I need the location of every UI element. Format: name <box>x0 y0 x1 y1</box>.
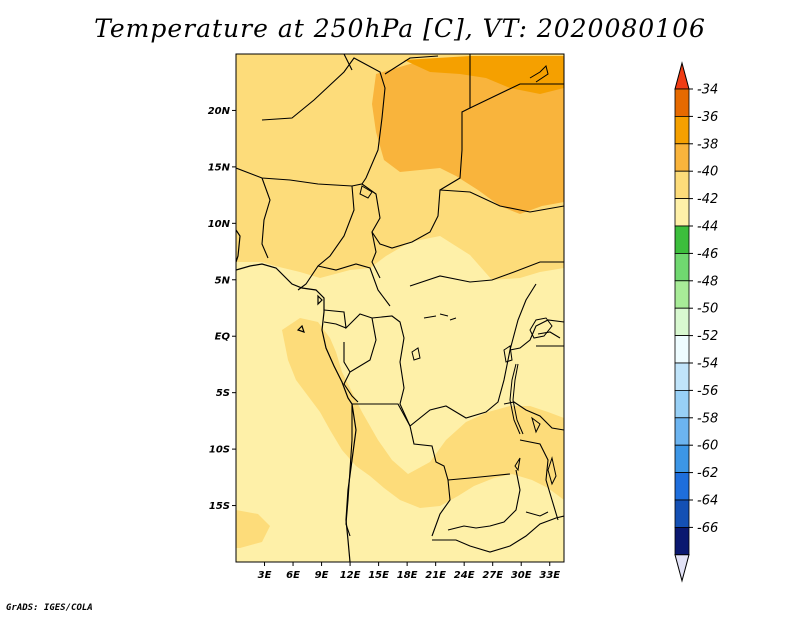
lon-tick-label: 21E <box>425 570 446 581</box>
colorbar-label: -42 <box>697 192 718 207</box>
colorbar-label: -66 <box>697 521 718 536</box>
lat-tick-label: 15N <box>208 162 231 173</box>
colorbar-label: -46 <box>697 247 718 262</box>
latitude-axis: 20N 15N 10N 5N EQ 5S 10S 15S <box>208 106 236 512</box>
colorbar-label: -62 <box>697 466 718 481</box>
colorbar-label: -44 <box>697 220 718 235</box>
colorbar-swatch <box>674 116 690 145</box>
map-panel <box>236 54 564 562</box>
colorbar-label: -64 <box>697 494 718 509</box>
colorbar-swatch <box>674 362 690 391</box>
colorbar-swatch <box>674 88 690 117</box>
lat-tick-label: 5N <box>215 275 231 286</box>
water-bodies <box>359 65 557 517</box>
lon-tick-label: 3E <box>258 570 272 581</box>
colorbar-swatch <box>674 307 690 337</box>
colorbar-label: -40 <box>697 165 718 180</box>
colorbar-swatch <box>674 143 690 172</box>
lat-tick-label: EQ <box>215 332 231 343</box>
colorbar-label: -38 <box>697 137 718 152</box>
shading-level-40 <box>236 510 270 548</box>
colorbar-label: -60 <box>697 439 718 454</box>
lon-tick-label: 15E <box>368 570 389 581</box>
colorbar-swatch <box>674 198 690 227</box>
lon-tick-label: 9E <box>315 570 329 581</box>
colorbar-swatch <box>674 527 690 556</box>
lon-tick-label: 33E <box>539 570 560 581</box>
colorbar-bottom-triangle <box>674 554 690 583</box>
colorbar-swatch <box>674 444 690 474</box>
colorbar-label: -52 <box>697 329 718 344</box>
colorbar-swatch <box>674 252 690 282</box>
lon-tick-label: 27E <box>482 570 503 581</box>
colorbar-swatch <box>674 170 690 199</box>
colorbar-label: -56 <box>697 384 718 399</box>
longitude-axis: 3E 6E 9E 12E 15E 18E 21E 24E 27E 30E 33E <box>258 562 560 581</box>
lat-tick-label: 5S <box>216 388 230 399</box>
credit-label: GrADS: IGES/COLA <box>6 603 93 613</box>
lat-tick-label: 20N <box>208 106 231 117</box>
colorbar-label: -48 <box>697 274 718 289</box>
lat-tick-label: 15S <box>209 501 230 512</box>
country-borders <box>236 54 564 553</box>
lat-tick-label: 10S <box>209 445 230 456</box>
colorbar-label: -54 <box>697 357 718 372</box>
colorbar-swatch <box>674 389 690 419</box>
lon-tick-label: 18E <box>397 570 418 581</box>
coastline <box>236 229 357 562</box>
colorbar-swatch <box>674 335 690 364</box>
lon-tick-label: 24E <box>454 570 475 581</box>
colorbar-label: -50 <box>697 302 718 317</box>
chart-title: Temperature at 250hPa [C], VT: 202008010… <box>94 14 706 43</box>
colorbar-top-triangle <box>674 61 690 90</box>
lon-tick-label: 30E <box>511 570 532 581</box>
colorbar-label: -58 <box>697 411 718 426</box>
colorbar-label: -34 <box>697 83 718 98</box>
lon-tick-label: 12E <box>340 570 361 581</box>
colorbar: -34 -36 -38 -40 -42 -44 -46 -48 -50 -52 -54 -56 -58 -… <box>674 61 718 583</box>
colorbar-label: -36 <box>697 110 718 125</box>
colorbar-swatch <box>674 225 690 254</box>
lon-tick-label: 6E <box>286 570 300 581</box>
colorbar-swatch <box>674 417 690 446</box>
map-frame <box>235 53 565 563</box>
colorbar-swatch <box>674 499 690 528</box>
colorbar-swatch <box>674 472 690 501</box>
lat-tick-label: 10N <box>208 219 231 230</box>
shading-level-38 <box>372 56 564 214</box>
colorbar-swatch <box>674 280 690 309</box>
